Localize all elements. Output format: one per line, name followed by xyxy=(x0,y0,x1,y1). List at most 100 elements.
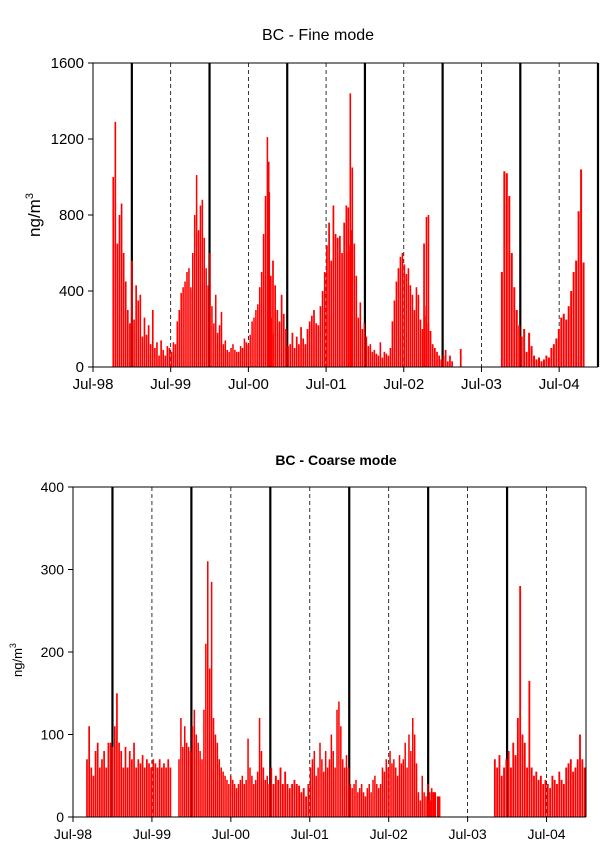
data-bar xyxy=(399,256,402,367)
data-bar xyxy=(154,348,156,367)
data-bar xyxy=(385,759,388,817)
x-tick-label: Jul-04 xyxy=(539,376,580,393)
data-bar xyxy=(298,344,300,367)
data-bar xyxy=(500,272,503,367)
data-bar xyxy=(122,767,125,817)
data-bar xyxy=(521,734,524,817)
x-axis-ticks: Jul-98 Jul-99 Jul-00 Jul-01 Jul-02 Jul-03 Jul-… xyxy=(54,817,566,842)
data-bar xyxy=(377,788,380,817)
data-bar xyxy=(293,348,296,367)
data-bar xyxy=(412,718,414,817)
data-bar xyxy=(375,353,378,367)
data-bar xyxy=(182,746,184,817)
data-bar xyxy=(410,751,412,817)
data-bar xyxy=(276,310,279,367)
data-bar xyxy=(508,196,511,367)
data-bar xyxy=(367,346,370,367)
data-bar xyxy=(496,767,499,817)
data-bar xyxy=(576,759,579,817)
data-bar xyxy=(178,310,181,367)
data-bar xyxy=(220,767,222,817)
data-bar xyxy=(503,767,505,817)
data-bar xyxy=(330,260,333,367)
data-bar xyxy=(135,767,138,817)
y-tick-label: 1600 xyxy=(51,55,84,72)
data-bar xyxy=(530,346,533,367)
data-bar xyxy=(353,784,355,817)
data-bar xyxy=(551,775,554,817)
data-bar xyxy=(251,321,253,367)
data-bar xyxy=(174,344,177,367)
data-bar xyxy=(535,359,538,367)
data-bar xyxy=(371,351,374,367)
data-bar xyxy=(152,759,155,817)
data-bar xyxy=(222,771,224,817)
data-bar xyxy=(374,775,376,817)
data-bar xyxy=(535,771,538,817)
data-bar xyxy=(166,346,169,367)
data-bar xyxy=(345,755,348,817)
x-axis-ticks: Jul-98 Jul-99 Jul-00 Jul-01 Jul-02 Jul-03 Jul-… xyxy=(73,367,580,393)
data-bar xyxy=(440,359,443,367)
data-bar xyxy=(101,759,103,817)
data-bar xyxy=(137,759,140,817)
x-tick-label: Jul-02 xyxy=(370,826,408,842)
data-bar xyxy=(500,775,503,817)
data-bar xyxy=(289,344,292,367)
data-bar xyxy=(266,137,269,367)
x-tick-label: Jul-00 xyxy=(212,826,250,842)
data-bar xyxy=(533,355,536,367)
data-bar xyxy=(189,751,192,817)
data-bar xyxy=(272,784,275,817)
data-bar xyxy=(195,175,198,367)
data-bar xyxy=(116,693,118,817)
data-bar xyxy=(239,779,242,817)
data-bar xyxy=(274,775,277,817)
y-tick-label: 100 xyxy=(41,727,65,743)
x-tick-label: Jul-98 xyxy=(54,826,92,842)
x-tick-label: Jul-02 xyxy=(383,376,424,393)
data-bar xyxy=(372,779,374,817)
data-bar xyxy=(381,357,384,367)
data-bar xyxy=(180,718,182,817)
data-bar xyxy=(120,751,123,817)
data-bar xyxy=(235,788,238,817)
data-bar xyxy=(170,351,173,367)
data-bar xyxy=(387,767,389,817)
data-bar xyxy=(405,273,408,367)
data-bar xyxy=(315,323,318,367)
data-bar xyxy=(129,323,131,367)
data-bar xyxy=(334,234,337,367)
data-bar xyxy=(351,788,353,817)
data-bar xyxy=(210,581,213,817)
data-bar xyxy=(514,755,517,817)
data-bar xyxy=(351,167,354,367)
data-bar xyxy=(96,742,99,817)
data-bar xyxy=(295,336,298,367)
data-bars xyxy=(86,561,586,817)
data-bar xyxy=(565,319,568,367)
data-bar xyxy=(308,321,311,367)
data-bar xyxy=(88,726,91,817)
data-bar xyxy=(291,784,294,817)
data-bar xyxy=(510,767,512,817)
data-bar xyxy=(442,355,445,367)
data-bar xyxy=(253,317,255,367)
data-bar xyxy=(436,351,438,367)
data-bar xyxy=(306,329,309,367)
data-bar xyxy=(158,355,160,367)
data-bar xyxy=(396,775,399,817)
data-bar xyxy=(433,348,436,367)
data-bar xyxy=(421,329,424,367)
data-bar xyxy=(203,237,206,367)
data-bar xyxy=(188,268,190,367)
data-bar xyxy=(387,355,390,367)
data-bar xyxy=(538,357,540,367)
data-bar xyxy=(245,779,247,817)
data-bar xyxy=(357,317,360,367)
data-bar xyxy=(579,734,581,817)
data-bar xyxy=(427,323,430,367)
data-bar xyxy=(324,751,327,817)
x-tick-label: Jul-03 xyxy=(449,826,487,842)
data-bar xyxy=(411,294,414,367)
